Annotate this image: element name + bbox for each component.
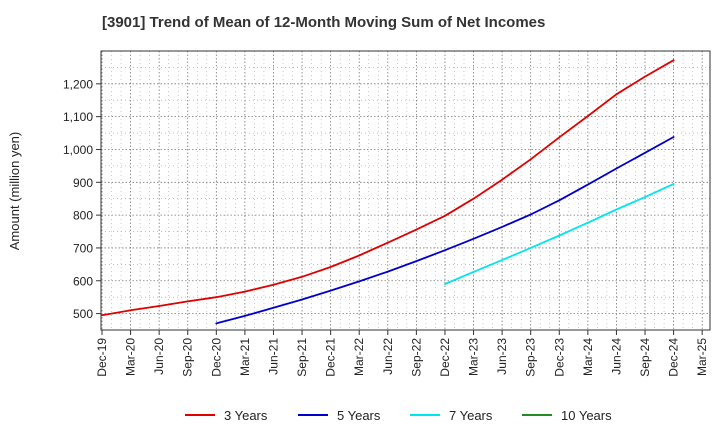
y-axis-ticks: 500 600 700 800 900 1,000 1,100 1,200: [63, 77, 101, 321]
legend: 3 Years 5 Years 7 Years 10 Years: [185, 408, 612, 423]
x-tick-label: Sep-20: [181, 338, 195, 377]
x-tick-label: Dec-21: [324, 338, 338, 377]
legend-label: 7 Years: [449, 408, 493, 423]
x-tick-label: Sep-23: [524, 338, 538, 377]
gridlines: [101, 51, 710, 330]
x-tick-label: Dec-24: [667, 338, 681, 377]
y-tick-label: 1,100: [63, 110, 93, 124]
y-tick-label: 600: [73, 274, 93, 288]
x-tick-label: Dec-22: [438, 338, 452, 377]
x-tick-label: Sep-22: [409, 338, 423, 377]
x-tick-label: Jun-20: [152, 338, 166, 375]
y-tick-label: 1,000: [63, 143, 93, 157]
x-tick-label: Dec-23: [552, 338, 566, 377]
x-tick-label: Jun-23: [495, 338, 509, 375]
chart-title: [3901] Trend of Mean of 12-Month Moving …: [102, 14, 546, 31]
x-axis-ticks: Dec-19 Mar-20 Jun-20 Sep-20 Dec-20 Mar-21 Jun-…: [95, 330, 709, 377]
x-tick-label: Mar-21: [238, 338, 252, 376]
x-tick-label: Jun-22: [381, 338, 395, 375]
x-tick-label: Jun-24: [609, 338, 623, 375]
plot-frame: [100, 50, 711, 331]
plot-background: [101, 51, 710, 330]
x-tick-label: Jun-21: [266, 338, 280, 375]
x-tick-label: Sep-21: [295, 338, 309, 377]
x-tick-label: Mar-25: [695, 338, 709, 376]
series-line-7-years: [444, 182, 675, 285]
x-tick-label: Mar-24: [581, 338, 595, 376]
x-tick-label: Mar-22: [352, 338, 366, 376]
y-tick-label: 800: [73, 209, 93, 223]
legend-label: 3 Years: [224, 408, 268, 423]
x-tick-label: Mar-23: [467, 338, 481, 376]
y-tick-label: 700: [73, 241, 93, 255]
series-line-3-years: [101, 59, 675, 317]
y-axis-label: Amount (million yen): [7, 132, 22, 251]
y-tick-label: 1,200: [63, 77, 93, 91]
legend-label: 5 Years: [337, 408, 381, 423]
x-tick-label: Sep-24: [638, 338, 652, 377]
x-tick-label: Dec-20: [209, 338, 223, 377]
series-line-5-years: [215, 136, 675, 325]
y-tick-label: 500: [73, 307, 93, 321]
x-tick-label: Mar-20: [124, 338, 138, 376]
series-lines: [101, 59, 675, 325]
y-tick-label: 900: [73, 176, 93, 190]
x-tick-label: Dec-19: [95, 338, 109, 377]
legend-label: 10 Years: [561, 408, 612, 423]
